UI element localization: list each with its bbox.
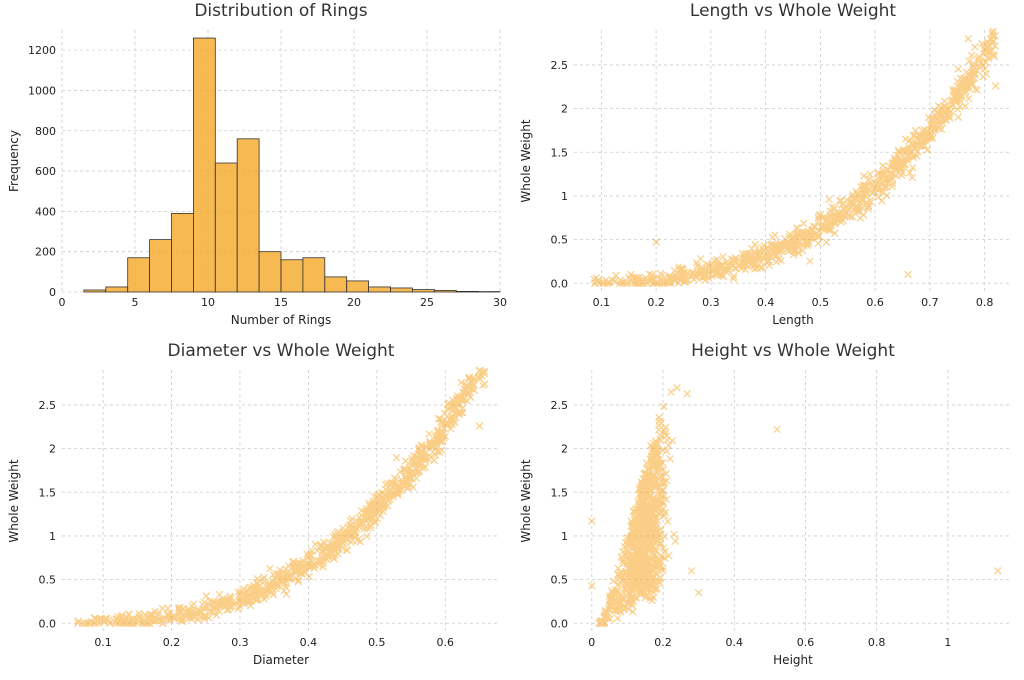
svg-text:0.8: 0.8 <box>868 636 886 649</box>
svg-text:0.2: 0.2 <box>647 296 665 309</box>
panel-scatter-length: 0.1 0.2 0.3 0.4 0.5 0.6 0.7 0.8 0.0 0.5 1 1.5 2 2.5 Le… <box>512 0 1024 340</box>
svg-text:2.5: 2.5 <box>551 399 569 412</box>
svg-text:1: 1 <box>49 530 56 543</box>
svg-text:2.5: 2.5 <box>39 399 57 412</box>
svg-text:Distribution of Rings: Distribution of Rings <box>194 1 367 21</box>
scatter-length: 0.1 0.2 0.3 0.4 0.5 0.6 0.7 0.8 0.0 0.5 1 1.5 2 2.5 Le… <box>512 0 1024 340</box>
svg-text:0.4: 0.4 <box>757 296 775 309</box>
svg-text:0.1: 0.1 <box>593 296 611 309</box>
svg-text:0: 0 <box>49 286 56 299</box>
svg-text:0.4: 0.4 <box>300 636 318 649</box>
panel-scatter-diameter: 0.1 0.2 0.3 0.4 0.5 0.6 0.0 0.5 1 1.5 2 2.5 Diameter… <box>0 340 512 680</box>
svg-text:1200: 1200 <box>28 44 56 57</box>
svg-text:1000: 1000 <box>28 84 56 97</box>
svg-text:2: 2 <box>49 443 56 456</box>
svg-text:0.3: 0.3 <box>231 636 249 649</box>
svg-text:0.2: 0.2 <box>163 636 181 649</box>
scatter-height: 0 0.2 0.4 0.6 0.8 1 0.0 0.5 1 1.5 2 2.5 Height vs Wh… <box>512 340 1024 680</box>
svg-text:0.5: 0.5 <box>551 234 569 247</box>
svg-text:Height: Height <box>773 653 813 667</box>
svg-text:15: 15 <box>274 296 288 309</box>
svg-text:0.0: 0.0 <box>551 277 569 290</box>
svg-text:1: 1 <box>561 190 568 203</box>
panel-scatter-height: 0 0.2 0.4 0.6 0.8 1 0.0 0.5 1 1.5 2 2.5 Height vs Wh… <box>512 340 1024 680</box>
svg-text:0.2: 0.2 <box>654 636 672 649</box>
svg-text:0.6: 0.6 <box>797 636 815 649</box>
svg-text:0.5: 0.5 <box>812 296 830 309</box>
svg-text:0: 0 <box>588 636 595 649</box>
svg-text:Diameter: Diameter <box>253 653 309 667</box>
svg-text:0.3: 0.3 <box>702 296 720 309</box>
svg-text:Length vs Whole Weight: Length vs Whole Weight <box>690 1 896 21</box>
svg-text:Number of Rings: Number of Rings <box>231 313 332 327</box>
svg-text:1: 1 <box>561 530 568 543</box>
svg-text:0.6: 0.6 <box>866 296 884 309</box>
svg-text:Whole Weight: Whole Weight <box>519 459 533 542</box>
svg-text:2: 2 <box>561 103 568 116</box>
scatter-diameter: 0.1 0.2 0.3 0.4 0.5 0.6 0.0 0.5 1 1.5 2 2.5 Diameter… <box>0 340 512 680</box>
svg-text:0.5: 0.5 <box>551 574 569 587</box>
svg-text:20: 20 <box>347 296 361 309</box>
histogram-rings: 0 5 10 15 20 25 30 0 200 400 600 800 1000 1200 Distrib… <box>0 0 512 340</box>
svg-text:400: 400 <box>35 205 56 218</box>
svg-text:0.0: 0.0 <box>551 617 569 630</box>
svg-text:Height vs Whole Weight: Height vs Whole Weight <box>691 341 895 361</box>
svg-text:200: 200 <box>35 246 56 259</box>
svg-text:5: 5 <box>132 296 139 309</box>
svg-text:30: 30 <box>493 296 507 309</box>
svg-text:1.5: 1.5 <box>39 486 57 499</box>
svg-text:0.0: 0.0 <box>39 617 57 630</box>
svg-text:Whole Weight: Whole Weight <box>519 119 533 202</box>
panel-hist: 0 5 10 15 20 25 30 0 200 400 600 800 1000 1200 Distrib… <box>0 0 512 340</box>
svg-text:1.5: 1.5 <box>551 486 569 499</box>
svg-text:800: 800 <box>35 125 56 138</box>
svg-text:1: 1 <box>944 636 951 649</box>
svg-text:0.6: 0.6 <box>437 636 455 649</box>
svg-text:0: 0 <box>59 296 66 309</box>
svg-text:Diameter vs Whole Weight: Diameter vs Whole Weight <box>168 341 395 361</box>
svg-text:0.1: 0.1 <box>94 636 112 649</box>
svg-text:600: 600 <box>35 165 56 178</box>
svg-text:0.5: 0.5 <box>368 636 386 649</box>
svg-text:1.5: 1.5 <box>551 146 569 159</box>
svg-text:2.5: 2.5 <box>551 59 569 72</box>
svg-text:0.5: 0.5 <box>39 574 57 587</box>
svg-text:Frequency: Frequency <box>7 130 21 192</box>
svg-text:Length: Length <box>772 313 813 327</box>
svg-text:10: 10 <box>201 296 215 309</box>
svg-text:0.4: 0.4 <box>725 636 743 649</box>
svg-text:25: 25 <box>420 296 434 309</box>
svg-text:0.7: 0.7 <box>921 296 939 309</box>
svg-text:Whole Weight: Whole Weight <box>7 459 21 542</box>
svg-text:0.8: 0.8 <box>976 296 994 309</box>
svg-text:2: 2 <box>561 443 568 456</box>
figure-grid: 051015202530020040060080010001200Distrib… <box>0 0 1024 680</box>
